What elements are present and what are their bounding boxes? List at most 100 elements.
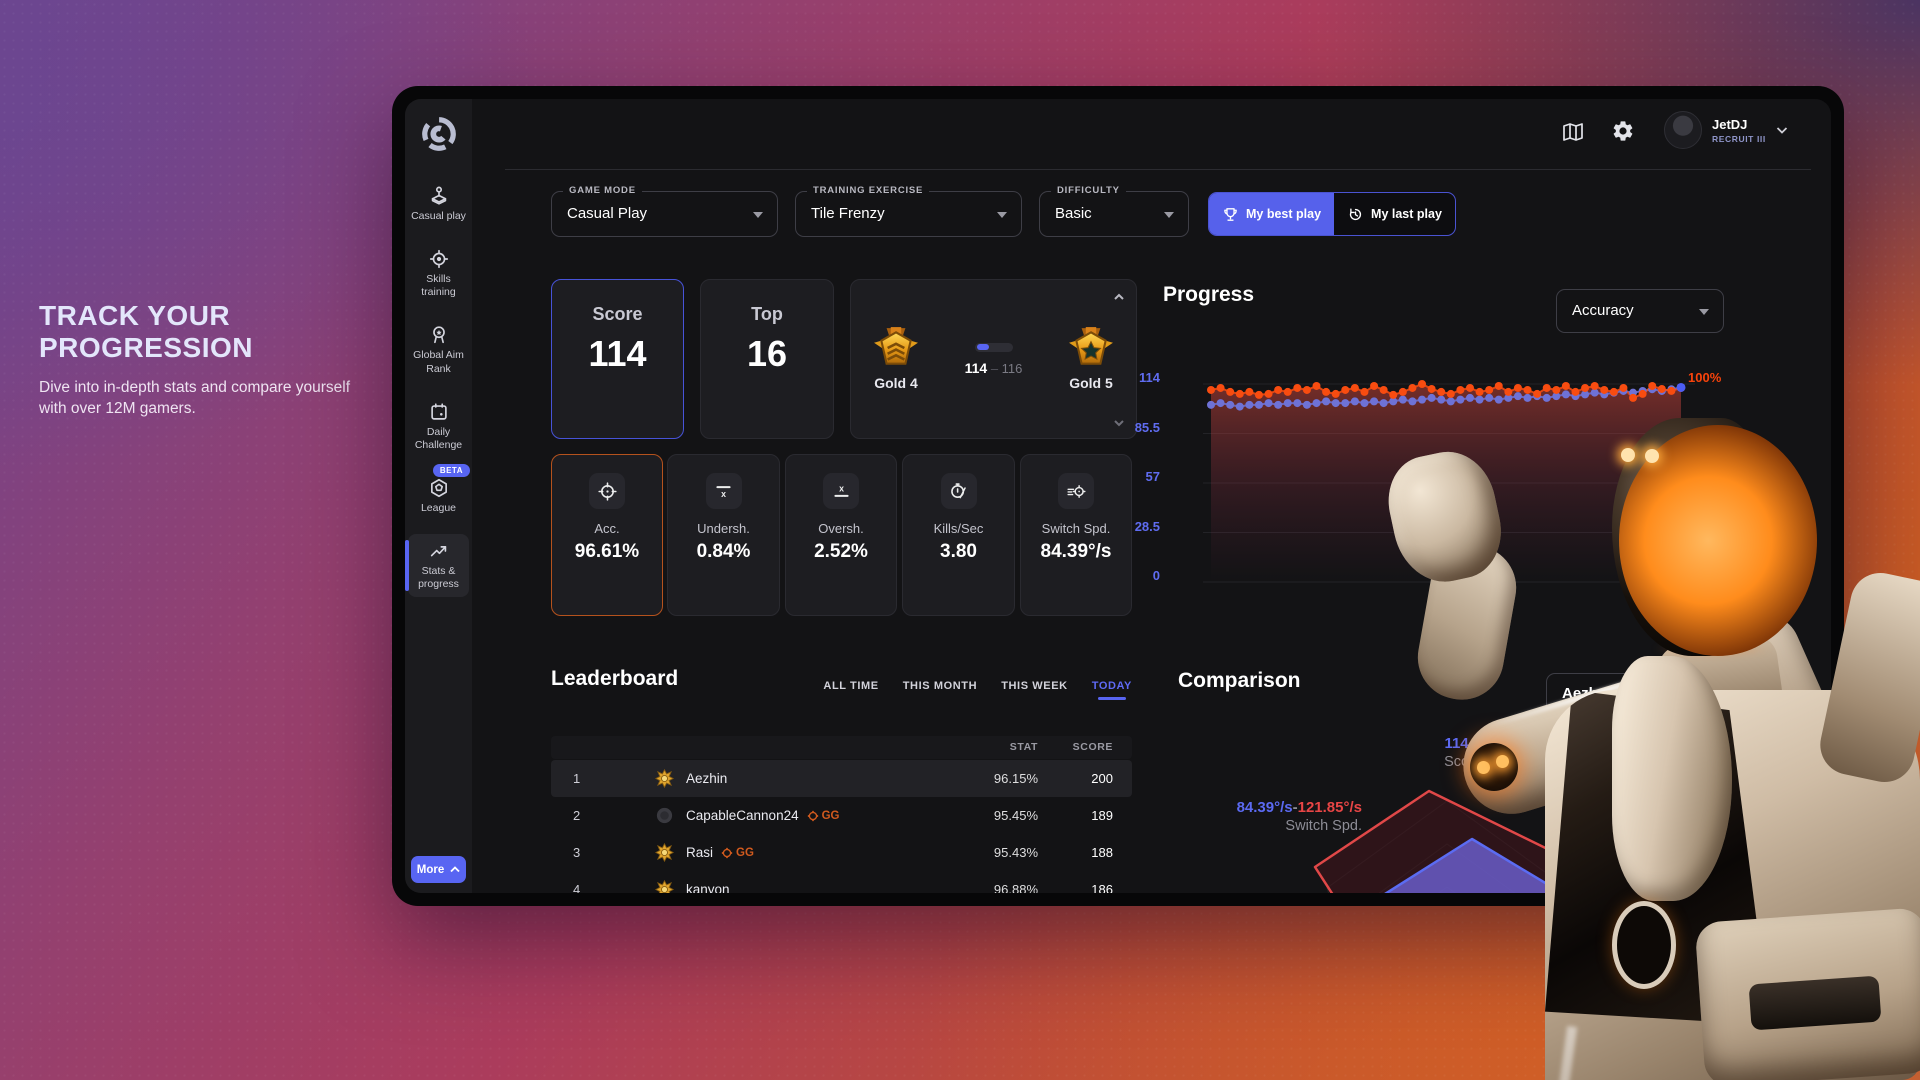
player-name: kanyon	[686, 882, 730, 893]
stat-label: Switch Spd.	[1041, 521, 1111, 536]
chevron-down-icon[interactable]	[1112, 416, 1126, 430]
target-icon	[428, 248, 450, 270]
rank-progress-meter: 114 – 116	[965, 342, 1022, 376]
sidebar-item-daily-challenge[interactable]: Daily Challenge	[408, 395, 469, 458]
stat-card-undersh[interactable]: x Undersh. 0.84%	[667, 454, 780, 616]
next-rank: Gold 5	[1068, 327, 1114, 391]
chevron-down-icon	[997, 212, 1007, 218]
chevron-up-icon	[450, 866, 460, 873]
my-best-play-button[interactable]: My best play	[1209, 193, 1335, 235]
gold-5-medal-icon	[1069, 327, 1113, 365]
stat-label: Kills/Sec	[933, 521, 984, 536]
difficulty-select[interactable]: DIFFICULTY Basic	[1039, 185, 1189, 237]
chevron-up-icon[interactable]	[1112, 290, 1126, 304]
hero-title: TRACK YOUR PROGRESSION	[39, 300, 253, 364]
rank-progress-card: Gold 4 114 – 116 G	[850, 279, 1137, 439]
toggle-label: My best play	[1246, 207, 1322, 221]
top-card[interactable]: Top 16	[700, 279, 834, 439]
gold-badge-icon	[653, 842, 675, 864]
current-rank: Gold 4	[873, 327, 919, 391]
svg-text:x: x	[721, 488, 726, 498]
chevron-down-icon	[753, 212, 763, 218]
stat-card-oversh[interactable]: x Oversh. 2.52%	[785, 454, 897, 616]
dashboard-main: JetDJ RECRUIT III GAME MODE Casual Play …	[472, 99, 1831, 893]
joystick-icon	[428, 185, 450, 207]
my-last-play-button[interactable]: My last play	[1334, 193, 1455, 235]
comparison-switch-pair: 84.39°/s-121.85°/s Switch Spd.	[1236, 799, 1362, 834]
more-button[interactable]: More	[411, 856, 466, 883]
gold-badge-icon	[653, 879, 675, 893]
stat-label: Undersh.	[697, 521, 750, 536]
league-icon	[428, 477, 450, 499]
rank-number: 3	[573, 845, 581, 860]
sidebar-item-skills-training[interactable]: Skills training	[408, 242, 469, 305]
gg-partner-badge: GG	[807, 810, 840, 822]
stat-label: Acc.	[594, 521, 620, 536]
sidebar-item-global-aim-rank[interactable]: Global Aim Rank	[408, 318, 469, 381]
column-header-stat: STAT	[1009, 741, 1038, 753]
stat-value: 2.52%	[814, 541, 868, 562]
comparison-title: Comparison	[1178, 669, 1301, 692]
stat-card-killssec[interactable]: Kills/Sec 3.80	[902, 454, 1015, 616]
sidebar-item-casual-play[interactable]: Casual play	[408, 179, 469, 229]
y-axis-label-right: 100%	[1688, 370, 1722, 385]
sidebar-item-label: Daily Challenge	[414, 425, 463, 451]
progress-title: Progress	[1163, 283, 1255, 306]
sidebar-item-label: Global Aim Rank	[413, 349, 464, 375]
training-exercise-select[interactable]: TRAINING EXERCISE Tile Frenzy	[795, 185, 1022, 237]
comparison-player-dropdown[interactable]: Aezh	[1546, 673, 1710, 715]
stat-card-switchspd[interactable]: Switch Spd. 84.39°/s	[1020, 454, 1132, 616]
metric-dropdown[interactable]: Accuracy	[1556, 289, 1724, 333]
user-menu[interactable]: JetDJ RECRUIT III	[1664, 111, 1788, 149]
progress-chart	[1203, 380, 1695, 583]
trophy-icon	[1222, 206, 1239, 223]
score-cell: 200	[1091, 771, 1113, 786]
sidebar-item-label: League	[420, 501, 457, 514]
rank-number: 4	[573, 882, 581, 893]
sidebar-item-label: Stats & progress	[418, 565, 459, 591]
leaderboard-tab-today[interactable]: TODAY	[1092, 680, 1132, 700]
trend-icon	[428, 540, 450, 562]
topbar-divider	[505, 169, 1811, 170]
y-axis-label-left: 85.5	[1134, 419, 1160, 435]
score-cell: 188	[1091, 845, 1113, 860]
chevron-down-icon	[1699, 309, 1709, 315]
gold-4-medal-icon	[874, 327, 918, 365]
avatar	[653, 805, 675, 827]
calendar-icon	[428, 401, 450, 423]
table-row[interactable]: 2 CapableCannon24 GG 95.45% 189	[551, 797, 1132, 834]
settings-gear-icon[interactable]	[1611, 119, 1635, 143]
score-card[interactable]: Score 114	[551, 279, 684, 439]
leaderboard-title: Leaderboard	[551, 667, 679, 690]
history-icon	[1347, 206, 1364, 223]
robot-hip	[1694, 907, 1920, 1080]
rank-number: 1	[573, 771, 581, 786]
table-row[interactable]: 4 kanyon 96.88% 186	[551, 871, 1132, 893]
beta-badge: BETA	[432, 463, 470, 477]
sidebar-item-stats-progress[interactable]: Stats & progress	[405, 534, 469, 598]
stat-value: 96.61%	[574, 541, 640, 562]
leaderboard-tab-this-month[interactable]: THIS MONTH	[902, 680, 978, 692]
overshoot-icon: x	[823, 473, 859, 509]
chevron-down-icon	[1164, 212, 1174, 218]
leaderboard-tabs: ALL TIME THIS MONTH THIS WEEK TODAY	[807, 680, 1132, 700]
comparison-score-pair: 114-2 Score	[1444, 735, 1482, 770]
sidebar-item-league[interactable]: League BETA	[408, 463, 470, 521]
leaderboard-tab-all-time[interactable]: ALL TIME	[823, 680, 879, 692]
leaderboard-tab-this-week[interactable]: THIS WEEK	[1001, 680, 1068, 692]
y-axis-label-left: 0	[1152, 568, 1160, 583]
table-row[interactable]: 1 Aezhin 96.15% 200	[551, 760, 1132, 797]
rank-progress-bar	[974, 342, 1013, 352]
stat-card-acc[interactable]: Acc. 96.61%	[551, 454, 663, 616]
app-logo-icon	[420, 115, 458, 153]
player-name: CapableCannon24	[686, 808, 799, 823]
game-mode-select[interactable]: GAME MODE Casual Play	[551, 185, 778, 237]
undershoot-icon: x	[705, 473, 742, 509]
table-row[interactable]: 3 Rasi GG 95.43% 188	[551, 834, 1132, 871]
toggle-label: My last play	[1371, 207, 1442, 221]
stat-cell: 96.88%	[993, 882, 1038, 893]
map-icon[interactable]	[1561, 120, 1585, 144]
score-cell: 189	[1091, 808, 1113, 823]
hero-text-block: TRACK YOUR PROGRESSION Dive into in-depth…	[39, 300, 359, 420]
